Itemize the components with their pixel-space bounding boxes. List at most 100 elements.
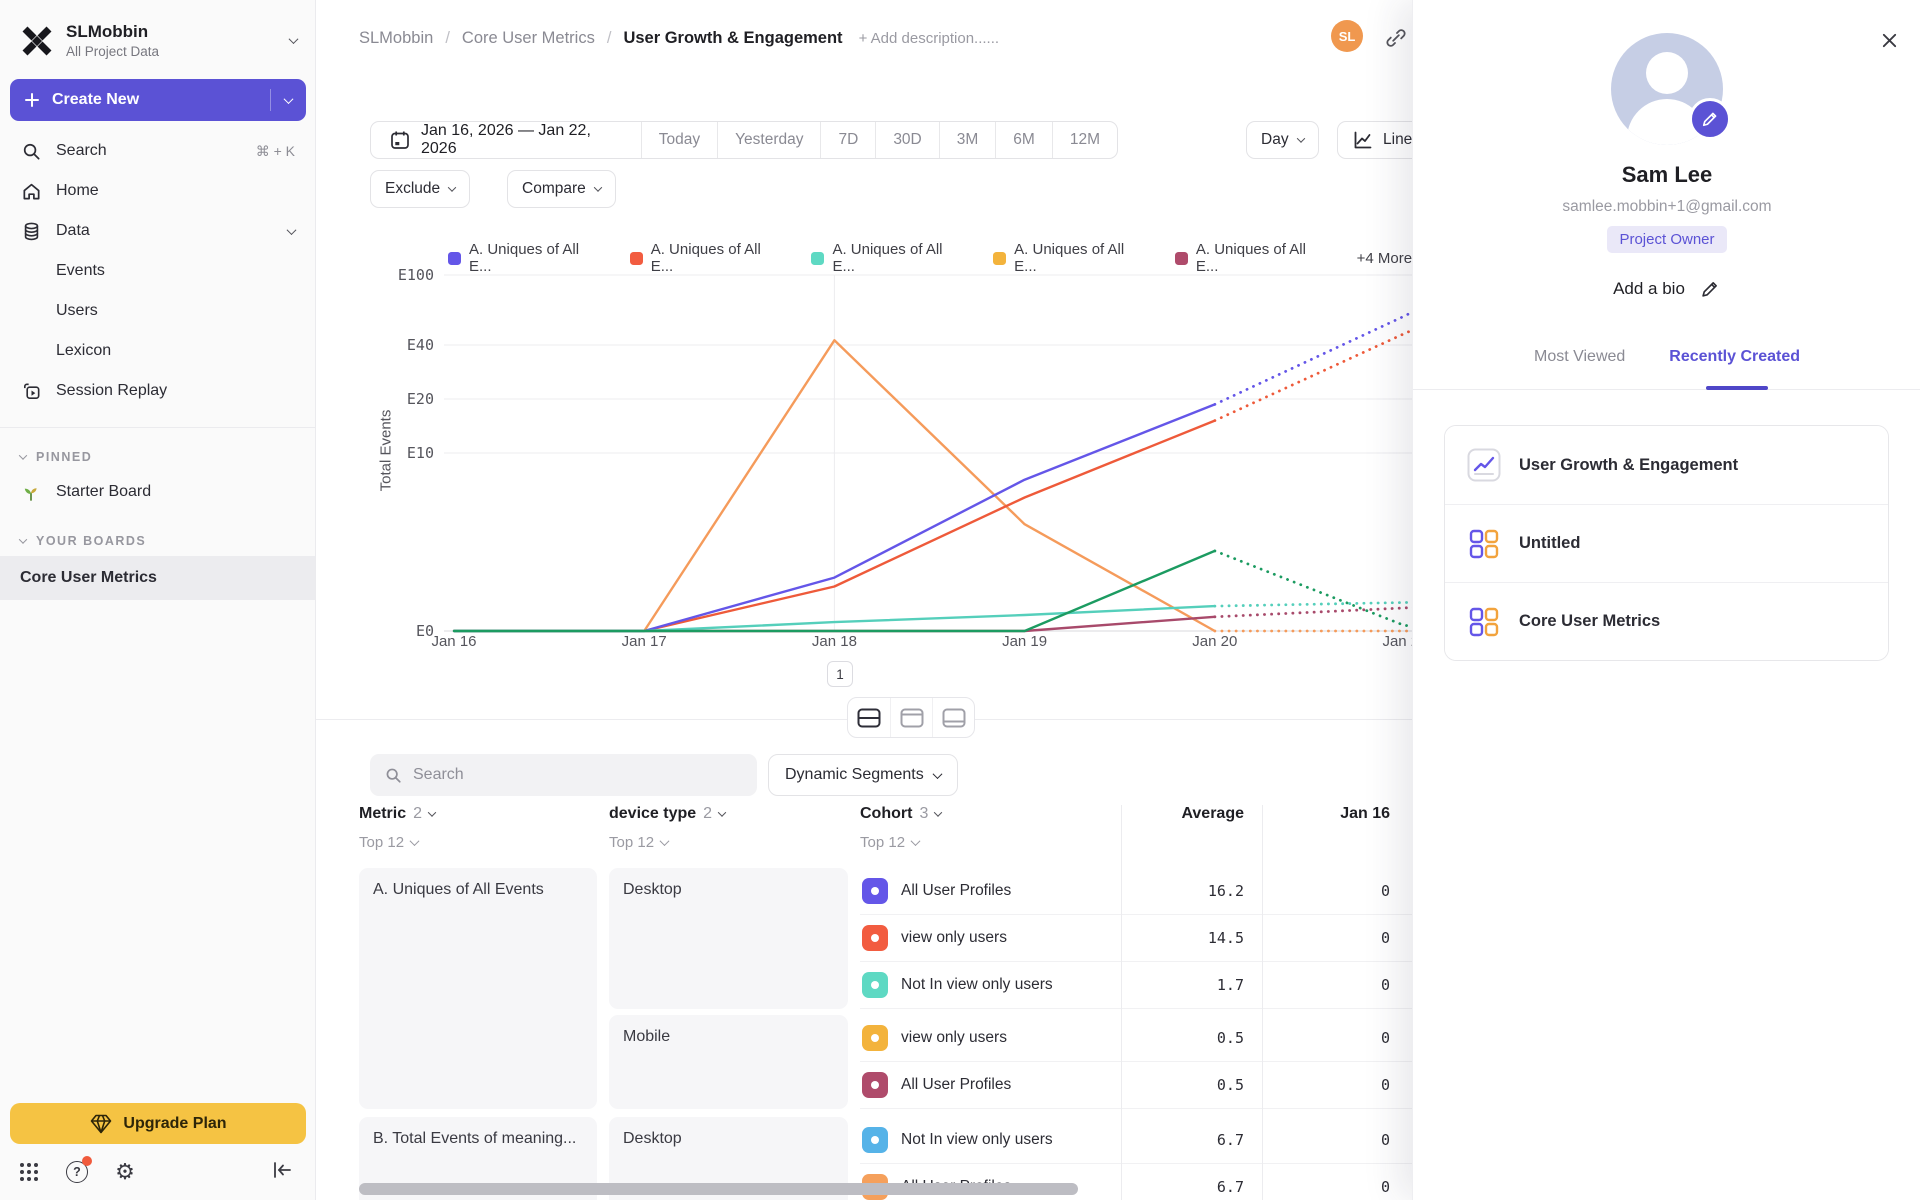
quick-range-7d[interactable]: 7D [820,122,875,158]
legend-item[interactable]: A. Uniques of All E... [1174,241,1333,275]
legend-item[interactable]: A. Uniques of All E... [811,241,969,275]
sidebar-item-data[interactable]: Data [0,211,315,251]
table-row[interactable]: view only users 0.5 0 [860,1015,1412,1062]
legend-item[interactable]: A. Uniques of All E... [629,241,788,275]
pinned-section-header[interactable]: PINNED [0,442,315,472]
compare-dropdown[interactable]: Compare [507,170,616,208]
breadcrumb-separator: / [606,28,612,47]
sidebar-item-lexicon[interactable]: Lexicon [0,331,315,371]
add-bio-button[interactable]: Add a bio [1413,278,1920,300]
list-item-title: Core User Metrics [1519,612,1661,630]
sidebar-item-home[interactable]: Home [0,171,315,211]
search-input[interactable] [413,766,743,784]
column-header-average[interactable]: Average [1121,805,1262,823]
dynamic-segments-dropdown[interactable]: Dynamic Segments [768,754,958,796]
help-icon[interactable]: ? [64,1156,92,1185]
collapse-sidebar-icon[interactable] [267,1155,297,1185]
breadcrumb-workspace[interactable]: SLMobbin [359,28,434,47]
column-header-metric[interactable]: Metric 2 [359,805,609,823]
quick-range-12m[interactable]: 12M [1051,122,1117,158]
tab-recently-created[interactable]: Recently Created [1669,348,1801,365]
jan16-value: 0 [1380,1131,1390,1149]
column-count: 2 [703,805,713,822]
chart-page-button[interactable]: 1 [827,661,853,687]
legend-label: A. Uniques of All E... [469,241,580,275]
metric-cell[interactable]: A. Uniques of All Events [359,868,597,1109]
profile-email: samlee.mobbin+1@gmail.com [1562,198,1772,215]
sidebar-item-users[interactable]: Users [0,291,315,331]
jan16-value: 0 [1380,929,1390,947]
user-avatar[interactable]: SL [1331,20,1363,52]
your-boards-section-header[interactable]: YOUR BOARDS [0,526,315,556]
list-item[interactable]: Untitled [1445,504,1888,582]
upgrade-plan-button[interactable]: Upgrade Plan [10,1103,306,1144]
add-description-button[interactable]: + Add description...... [858,29,1000,47]
exclude-dropdown[interactable]: Exclude [370,170,471,208]
copy-link-icon[interactable] [1384,26,1408,50]
tab-most-viewed[interactable]: Most Viewed [1533,348,1626,365]
quick-range-yesterday[interactable]: Yesterday [717,122,820,158]
table-row[interactable]: Not In view only users 1.7 0 [860,962,1412,1009]
segment-search [370,754,757,796]
granularity-dropdown[interactable]: Day [1246,121,1319,159]
sidebar-item-search[interactable]: Search ⌘ + K [0,131,315,171]
search-icon [384,766,403,785]
average-value: 0.5 [1216,1029,1244,1047]
table-row[interactable]: All User Profiles 0.5 0 [860,1062,1412,1109]
legend-swatch [629,251,643,265]
quick-range-3m[interactable]: 3M [938,122,996,158]
quick-range-today[interactable]: Today [640,122,717,158]
apps-grid-icon[interactable] [16,1159,42,1185]
column-header-jan16[interactable]: Jan 16 [1262,805,1412,823]
metric-top-filter[interactable]: Top 12 [359,834,609,851]
chevron-down-icon [910,836,921,847]
layout-top-panel-icon[interactable] [890,698,932,737]
layout-bottom-panel-icon[interactable] [932,698,974,737]
list-item[interactable]: Core User Metrics [1445,582,1888,660]
jan16-value: 0 [1380,1029,1390,1047]
date-range-picker[interactable]: Jan 16, 2026 — Jan 22, 2026 [371,122,641,158]
quick-range-30d[interactable]: 30D [875,122,938,158]
sidebar-item-core-user-metrics[interactable]: Core User Metrics [0,556,315,600]
create-new-menu-toggle[interactable] [270,89,294,111]
table-row[interactable]: Not In view only users 6.7 0 [860,1117,1412,1164]
cohort-swatch [862,1127,888,1153]
device-cell[interactable]: Desktop [609,868,848,1009]
legend-item[interactable]: A. Uniques of All E... [448,241,606,275]
chart-type-button[interactable]: Line [1337,121,1412,159]
sidebar-item-starter-board[interactable]: Starter Board [0,472,315,512]
cohort-top-filter[interactable]: Top 12 [860,834,921,851]
cohort-label: view only users [901,1029,1007,1046]
table-row[interactable]: view only users 14.5 0 [860,915,1412,962]
device-block: Mobile view only users 0.5 0 All User Pr… [609,1015,1412,1109]
profile-tabs: Most Viewed Recently Created [1413,348,1920,380]
workspace-selector[interactable]: SLMobbin All Project Data [0,0,315,73]
create-new-button[interactable]: Create New [10,79,306,121]
chevron-down-icon [18,535,28,544]
breadcrumb-board[interactable]: Core User Metrics [461,28,595,47]
edit-avatar-button[interactable] [1689,98,1731,140]
legend-more-button[interactable]: +4 More [1356,249,1412,267]
svg-text:Jan 18: Jan 18 [812,633,857,650]
legend-label: A. Uniques of All E... [1014,241,1125,275]
device-cell[interactable]: Mobile [609,1015,848,1109]
horizontal-scrollbar-thumb[interactable] [359,1183,1078,1195]
settings-gear-icon[interactable]: ⚙ [115,1159,135,1184]
column-header-device-type[interactable]: device type 2 [609,805,860,823]
column-label: Jan 16 [1340,805,1390,822]
legend-swatch [448,251,461,265]
main-content: SLMobbin / Core User Metrics / User Grow… [316,0,1412,1200]
layout-split-rows-icon[interactable] [848,698,890,737]
column-header-cohort[interactable]: Cohort 3 [860,805,1121,823]
device-top-filter[interactable]: Top 12 [609,834,860,851]
sidebar-item-label: Search [56,142,107,159]
quick-range-6m[interactable]: 6M [995,122,1052,158]
list-item[interactable]: User Growth & Engagement [1445,426,1888,504]
table-row[interactable]: All User Profiles 16.2 0 [860,868,1412,915]
legend-item[interactable]: A. Uniques of All E... [993,241,1151,275]
sidebar-item-session-replay[interactable]: Session Replay [0,371,315,411]
cohort-swatch [862,1072,888,1098]
sidebar-item-events[interactable]: Events [0,251,315,291]
svg-text:Jan 19: Jan 19 [1002,633,1047,650]
close-icon[interactable] [1875,26,1903,54]
